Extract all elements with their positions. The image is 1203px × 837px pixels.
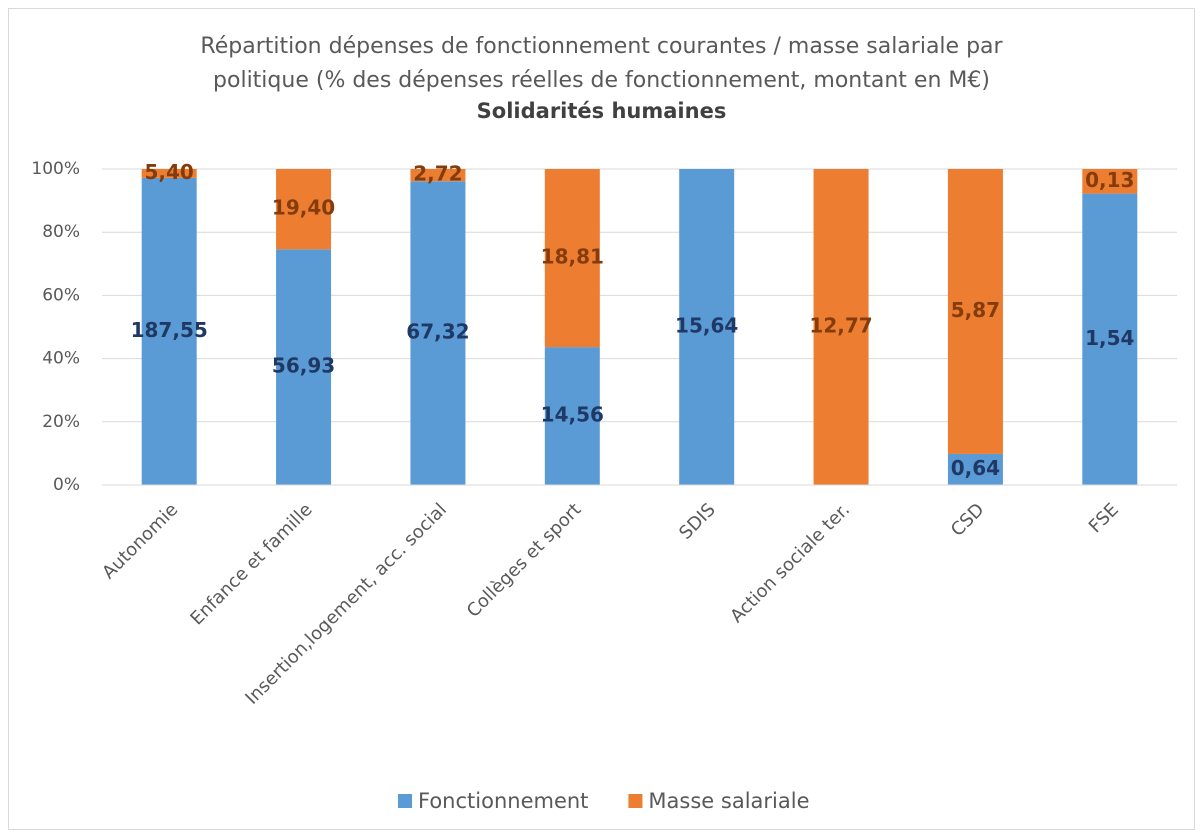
bar-segment bbox=[947, 453, 1003, 485]
data-label: 5,87 bbox=[951, 298, 1000, 322]
data-label: 0,13 bbox=[1085, 168, 1134, 192]
data-label: 14,56 bbox=[541, 403, 604, 427]
y-tick-label: 0% bbox=[53, 475, 80, 495]
bar-segment bbox=[276, 169, 332, 250]
data-label: 5,40 bbox=[145, 160, 194, 184]
data-label: 0,64 bbox=[951, 456, 1000, 480]
legend-label: Fonctionnement bbox=[418, 789, 588, 813]
bar-segment bbox=[544, 347, 600, 485]
bar-segment bbox=[410, 181, 466, 485]
data-label: 187,55 bbox=[131, 318, 208, 342]
y-tick-label: 40% bbox=[42, 349, 80, 369]
bar-segment bbox=[141, 169, 197, 178]
y-tick-label: 80% bbox=[42, 222, 80, 242]
data-label: 12,77 bbox=[809, 314, 872, 338]
data-label: 2,72 bbox=[413, 162, 462, 186]
bar-segment bbox=[410, 169, 466, 182]
bar-segment bbox=[276, 249, 332, 485]
bar-segment bbox=[1082, 193, 1138, 485]
legend-swatch bbox=[628, 794, 643, 808]
bar-segment bbox=[141, 177, 197, 485]
data-label: 18,81 bbox=[541, 245, 604, 269]
data-label: 1,54 bbox=[1085, 326, 1134, 350]
data-label: 15,64 bbox=[675, 314, 738, 338]
y-tick-label: 60% bbox=[42, 285, 80, 305]
data-label: 19,40 bbox=[272, 196, 335, 220]
y-tick-label: 20% bbox=[42, 412, 80, 432]
bar-segment bbox=[679, 169, 735, 485]
bar-segment bbox=[1082, 169, 1138, 194]
bar-segment bbox=[813, 169, 869, 485]
chart-title: Répartition dépenses de fonctionnement c… bbox=[200, 34, 1003, 93]
y-tick-label: 100% bbox=[31, 159, 80, 179]
bar-segment bbox=[947, 169, 1003, 454]
legend-swatch bbox=[398, 794, 412, 808]
data-label: 67,32 bbox=[406, 320, 469, 344]
chart-subtitle: Solidarités humaines bbox=[476, 99, 727, 123]
data-label: 56,93 bbox=[272, 354, 335, 378]
bar-segment bbox=[544, 169, 600, 348]
legend-label: Masse salariale bbox=[648, 789, 809, 813]
